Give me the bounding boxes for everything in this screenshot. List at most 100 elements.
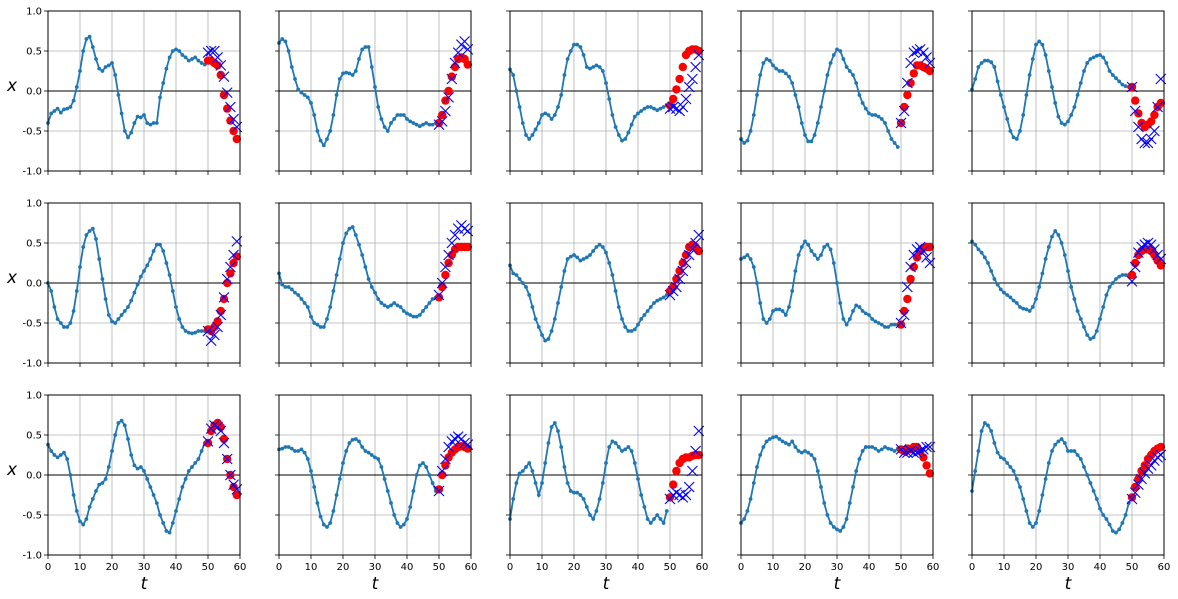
target-point [1150, 110, 1159, 120]
target-point [450, 62, 460, 72]
series-point [408, 505, 413, 509]
series-point [68, 321, 73, 325]
series-point [180, 485, 185, 489]
series-point [74, 85, 79, 89]
target-point [444, 258, 453, 268]
series-point [1107, 285, 1112, 289]
series-point [94, 57, 98, 61]
series-point [78, 265, 82, 269]
target-point [1127, 270, 1137, 280]
prediction-marker [225, 261, 236, 273]
prediction-marker [440, 453, 451, 465]
series-point [1027, 521, 1032, 525]
series-point [148, 485, 153, 489]
series-point [357, 242, 361, 247]
series-point [604, 461, 608, 465]
series-point [389, 121, 393, 125]
series-point [341, 71, 345, 76]
series-point [126, 437, 130, 441]
series-point [49, 289, 54, 293]
series-point [408, 313, 413, 317]
series-point [334, 493, 339, 497]
prediction-marker [1145, 133, 1157, 145]
series-point [986, 58, 990, 63]
prediction-marker [443, 249, 454, 261]
series-point [1018, 129, 1022, 133]
series-point [591, 249, 596, 253]
series-point [616, 445, 621, 449]
series-point [369, 65, 374, 69]
series-point [1114, 530, 1118, 535]
series-point [350, 73, 355, 77]
series-point [854, 81, 859, 85]
series-point [1091, 489, 1096, 493]
series-point [1043, 477, 1048, 481]
target-point [229, 482, 238, 492]
prediction-marker [921, 52, 932, 63]
series-point [645, 105, 650, 109]
series-point [376, 457, 381, 461]
series-point [385, 489, 390, 493]
series-point [764, 57, 769, 61]
series-point [745, 509, 750, 513]
target-point [463, 242, 472, 252]
series-point [373, 290, 377, 295]
series-point [594, 63, 599, 68]
series-point [1075, 309, 1080, 313]
target-point [906, 78, 915, 88]
series-point [796, 105, 801, 109]
series-point [655, 298, 660, 303]
series-point [151, 249, 156, 253]
series-point [892, 141, 897, 145]
series-point [142, 269, 146, 273]
series-point [1104, 293, 1109, 297]
prediction-marker [690, 237, 701, 249]
series-point [572, 490, 576, 495]
series-point [337, 257, 342, 261]
prediction-marker [209, 420, 220, 431]
series-point [421, 461, 425, 465]
series-point [1120, 82, 1125, 87]
series-point [533, 127, 538, 132]
y-tick-label: -0.5 [22, 511, 42, 522]
target-point [903, 90, 912, 100]
series-point [161, 81, 166, 85]
series-point [876, 321, 881, 325]
series-point [581, 497, 586, 501]
series-point [135, 466, 140, 471]
series-point [389, 501, 393, 505]
series-point [1110, 73, 1115, 77]
series-point [1011, 135, 1016, 140]
prediction-marker [911, 447, 923, 458]
series-point [648, 105, 653, 109]
target-point [681, 250, 691, 260]
prediction-marker [680, 257, 692, 269]
series-point [742, 141, 747, 145]
series-point [796, 449, 801, 453]
series-point [758, 73, 763, 77]
series-point [331, 509, 336, 513]
series-point [632, 114, 637, 119]
target-point [447, 72, 456, 81]
series-point [584, 65, 589, 69]
series-point [819, 105, 823, 109]
series-point [100, 277, 105, 281]
series-point [543, 111, 548, 116]
series-point [815, 257, 820, 261]
series-point [543, 338, 548, 343]
series-point [151, 493, 156, 497]
series-point [581, 257, 586, 261]
series-point [825, 513, 830, 517]
series-point [392, 513, 397, 517]
x-tick-label: 50 [664, 562, 677, 573]
series-point [1027, 309, 1032, 313]
series-point [132, 463, 137, 468]
series-point [787, 442, 791, 447]
series-point [363, 45, 368, 49]
series-point [325, 525, 329, 529]
series-point [524, 285, 528, 289]
series-point [84, 233, 89, 237]
series-point [780, 439, 785, 444]
series-point [199, 449, 204, 453]
